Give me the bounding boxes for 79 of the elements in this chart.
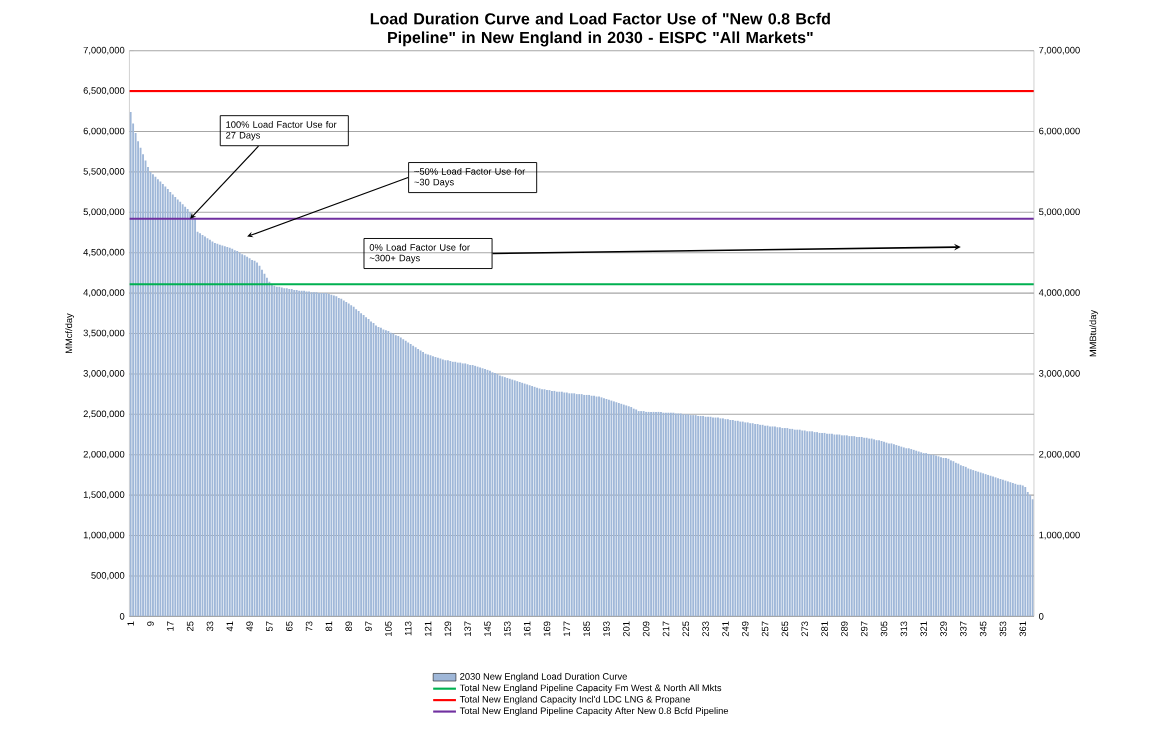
x-tick-label: 129 [444,621,452,636]
x-tick-label: 33 [206,621,214,631]
y2-tick-label: 2,000,000 [1039,450,1080,459]
y-tick-label: 7,000,000 [83,46,125,55]
x-tick-label: 241 [722,621,729,636]
y-tick-label: 6,500,000 [83,87,125,95]
x-tick-label: 345 [979,621,987,637]
y-tick-label: 500,000 [91,571,125,580]
x-tick-label: 289 [841,621,848,636]
legend-label: 2030 New England Load Duration Curve [460,672,627,682]
x-tick-label: 73 [305,621,313,631]
y-axis-title: MMcf/day [65,313,74,353]
x-tick-label: 265 [781,621,789,636]
x-tick-label: 313 [900,621,908,637]
x-tick-label: 57 [266,621,273,631]
x-tick-label: 161 [523,621,531,636]
x-tick-label: 233 [702,621,709,636]
x-tick-label: 17 [167,621,174,631]
y-tick-label: 5,000,000 [83,208,125,216]
y2-tick-label: 0 [1039,612,1044,620]
x-tick-label: 185 [583,621,590,636]
x-tick-label: 137 [464,621,471,636]
y2-tick-label: 3,000,000 [1039,369,1080,378]
x-tick-label: 145 [484,621,491,636]
x-tick-label: 297 [860,621,868,636]
annotation: 0% Load Factor Use for ~300+ Days [369,243,470,264]
x-tick-label: 225 [682,621,690,636]
x-tick-label: 49 [246,621,253,632]
x-tick-label: 337 [960,621,967,637]
x-tick-label: 329 [940,621,947,637]
y-tick-label: 2,000,000 [83,450,125,459]
y-tick-label: 4,000,000 [83,289,125,297]
y-tick-label: 1,000,000 [83,531,125,540]
y-tick-label: 3,500,000 [83,329,125,338]
legend-label: Total New England Capacity Incl'd LDC LNG & Propane [459,695,690,705]
x-tick-label: 169 [543,621,551,636]
x-tick-label: 353 [999,621,1007,637]
x-tick-label: 201 [622,621,630,636]
x-tick-label: 361 [1019,621,1027,637]
y2-tick-label: 5,000,000 [1039,208,1080,216]
x-tick-label: 89 [345,621,353,631]
x-tick-label: 1 [127,621,134,626]
x-tick-label: 121 [424,621,432,636]
legend-label: Total New England Pipeline Capacity After New 0.8 Bcfd Pipeline [459,706,729,716]
x-tick-label: 273 [801,621,809,636]
annotation: ~50% Load Factor Use for ~30 Days [414,167,526,188]
annotation: 100% Load Factor Use for 27 Days [226,120,337,141]
x-tick-label: 25 [186,621,194,631]
x-tick-label: 41 [226,621,233,632]
x-tick-label: 81 [325,621,333,631]
y2-tick-label: 7,000,000 [1039,46,1080,55]
x-tick-label: 9 [147,621,154,626]
y2-axis-title: MMBtu/day [1089,309,1099,357]
chart-title: Load Duration Curve and Load Factor Use of "New 0.8 Bcfd Pipeline" in New England in 2030 - EISPC "All Markets" [370,12,830,47]
x-tick-label: 249 [741,621,749,636]
y2-tick-label: 1,000,000 [1039,531,1080,540]
x-tick-label: 177 [563,621,571,636]
x-tick-label: 217 [662,621,670,636]
y-tick-label: 4,500,000 [83,248,125,257]
x-tick-label: 281 [821,621,828,636]
x-tick-label: 257 [761,621,769,636]
x-tick-label: 153 [504,621,511,636]
y-tick-label: 2,500,000 [83,410,125,418]
x-tick-label: 321 [920,621,927,637]
x-tick-label: 305 [880,621,888,637]
legend-label: Total New England Pipeline Capacity Fm West & North All Mkts [459,684,722,693]
y-tick-label: 0 [119,612,125,620]
y-tick-label: 5,500,000 [83,167,125,176]
x-tick-label: 105 [385,621,392,636]
y2-tick-label: 4,000,000 [1038,289,1080,297]
x-tick-label: 65 [285,621,293,631]
y2-tick-label: 6,000,000 [1039,127,1080,136]
x-tick-label: 113 [404,621,412,636]
y-tick-label: 1,500,000 [83,491,125,499]
y-tick-label: 3,000,000 [83,369,125,378]
y-tick-label: 6,000,000 [83,127,125,136]
x-tick-label: 209 [642,621,650,636]
x-tick-label: 193 [603,621,610,636]
x-tick-label: 97 [365,621,372,631]
